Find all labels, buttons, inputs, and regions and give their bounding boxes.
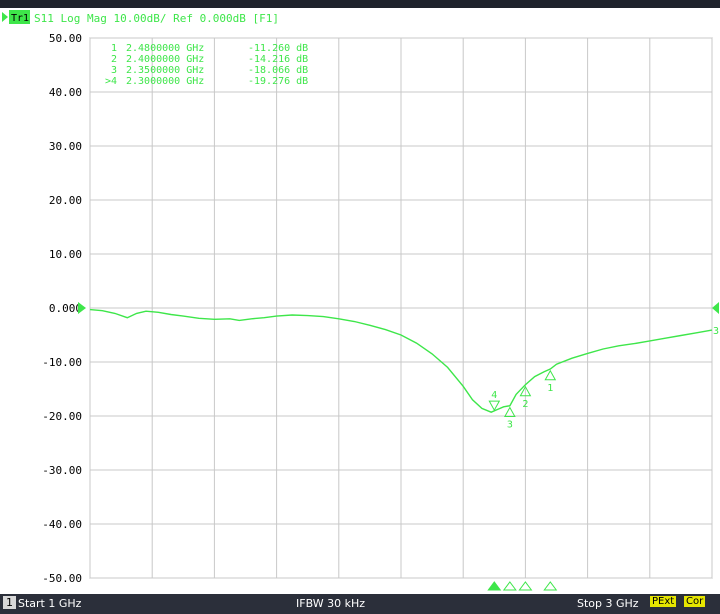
marker-label: 2	[522, 399, 528, 410]
y-tick-label: 10.00	[49, 248, 82, 261]
trace-badge: Tr1	[11, 13, 29, 24]
marker-table-freq: 2.4000000 GHz	[126, 54, 204, 65]
start-frequency[interactable]: Start 1 GHz	[18, 597, 82, 610]
marker-table-id: >4	[105, 76, 117, 87]
marker-table-value: -14.216 dB	[248, 54, 308, 65]
marker-position-indicator-icon[interactable]	[487, 581, 502, 591]
marker-table-id: 1	[111, 43, 117, 54]
top-bar	[0, 0, 720, 8]
marker-triangle-icon[interactable]	[488, 400, 501, 412]
ref-level-left-icon	[78, 302, 86, 314]
marker-position-indicator-icon[interactable]	[502, 581, 517, 591]
marker-table-value: -18.066 dB	[248, 65, 308, 76]
marker-table-freq: 2.4800000 GHz	[126, 43, 204, 54]
y-tick-label: 0.000	[49, 302, 82, 315]
y-tick-label: -30.00	[42, 464, 82, 477]
y-tick-label: 20.00	[49, 194, 82, 207]
correction-indicator[interactable]: Cor	[684, 596, 706, 607]
marker-label: 1	[547, 383, 553, 394]
marker-table-freq: 2.3000000 GHz	[126, 76, 204, 87]
marker-position-indicator-icon[interactable]	[518, 581, 533, 591]
trace-line[interactable]	[89, 308, 713, 413]
channel-number[interactable]: 1	[3, 596, 16, 609]
marker-table-value: -19.276 dB	[248, 76, 308, 87]
marker-triangle-icon[interactable]	[544, 369, 557, 381]
s11-chart: Tr1 S11 Log Mag 10.00dB/ Ref 0.000dB [F1]…	[0, 0, 720, 591]
y-tick-label: -10.00	[42, 356, 82, 369]
trace-title: S11 Log Mag 10.00dB/ Ref 0.000dB [F1]	[34, 12, 279, 25]
marker-triangle-icon[interactable]	[519, 385, 532, 397]
status-bar: 1 Start 1 GHz IFBW 30 kHz Stop 3 GHz PEx…	[0, 594, 720, 614]
marker-label: 4	[491, 390, 497, 401]
ref-level-right-icon	[712, 302, 719, 314]
marker-table-id: 3	[111, 65, 117, 76]
stop-frequency[interactable]: Stop 3 GHz	[577, 597, 639, 610]
trace-badge-bg[interactable]	[9, 10, 30, 24]
marker-table-value: -11.260 dB	[248, 43, 308, 54]
header-bg	[0, 8, 720, 28]
y-tick-label: 50.00	[49, 32, 82, 45]
y-tick-label: 30.00	[49, 140, 82, 153]
trace-end-label: 3	[713, 326, 719, 337]
y-tick-label: -40.00	[42, 518, 82, 531]
y-tick-label: -20.00	[42, 410, 82, 423]
port-extension-indicator[interactable]: PExt	[650, 596, 677, 607]
y-tick-label: 40.00	[49, 86, 82, 99]
marker-position-indicator-icon[interactable]	[543, 581, 558, 591]
trace-active-arrow-icon	[2, 12, 8, 22]
marker-triangle-icon[interactable]	[504, 406, 516, 418]
marker-table-id: 2	[111, 54, 117, 65]
y-tick-label: -50.00	[42, 572, 82, 585]
marker-label: 3	[507, 420, 513, 431]
ifbw-value[interactable]: IFBW 30 kHz	[296, 597, 366, 610]
marker-table-freq: 2.3500000 GHz	[126, 65, 204, 76]
